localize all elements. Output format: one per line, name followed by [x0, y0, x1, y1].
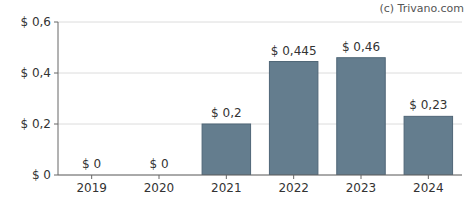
bars: [202, 58, 452, 175]
x-tick-label: 2022: [278, 181, 309, 195]
watermark: (c) Trivano.com: [379, 2, 464, 15]
x-tick: [361, 175, 362, 179]
x-tick-label: 2023: [346, 181, 377, 195]
data-label: $ 0: [149, 157, 168, 171]
data-label: $ 0,23: [409, 98, 447, 112]
data-label: $ 0,46: [342, 40, 380, 54]
x-tick-label: 2024: [413, 181, 444, 195]
data-label: $ 0: [82, 157, 101, 171]
x-tick-label: 2019: [76, 181, 107, 195]
chart-container: $ 0 $ 0,2 $ 0,4 $ 0,6 $ 0 $ 0 $ 0,2 $ 0,445 $ 0,…: [0, 0, 470, 200]
x-tick: [159, 175, 160, 179]
x-axis: [58, 175, 462, 176]
y-tick: [54, 73, 58, 74]
y-tick: [54, 175, 58, 176]
y-tick-label: $ 0,4: [20, 66, 51, 80]
bar: [269, 62, 317, 175]
y-axis: [58, 22, 59, 175]
x-tick: [91, 175, 92, 179]
y-tick-label: $ 0,6: [20, 15, 51, 29]
bar: [202, 124, 250, 175]
chart: $ 0 $ 0,2 $ 0,4 $ 0,6 $ 0 $ 0 $ 0,2 $ 0,445 $ 0,…: [0, 0, 470, 200]
x-tick-label: 2020: [144, 181, 175, 195]
grid-line: [58, 73, 462, 74]
bar: [337, 58, 385, 175]
x-tick: [293, 175, 294, 179]
grid-line: [58, 175, 462, 176]
y-tick-label: $ 0: [32, 168, 51, 182]
y-tick: [54, 22, 58, 23]
y-tick-label: $ 0,2: [20, 117, 51, 131]
x-tick-label: 2021: [211, 181, 242, 195]
data-label: $ 0,2: [211, 106, 242, 120]
x-tick: [226, 175, 227, 179]
bar: [404, 116, 452, 175]
data-label: $ 0,445: [271, 44, 317, 58]
x-tick: [428, 175, 429, 179]
grid-line: [58, 22, 462, 23]
y-tick: [54, 124, 58, 125]
grid-line: [58, 124, 462, 125]
